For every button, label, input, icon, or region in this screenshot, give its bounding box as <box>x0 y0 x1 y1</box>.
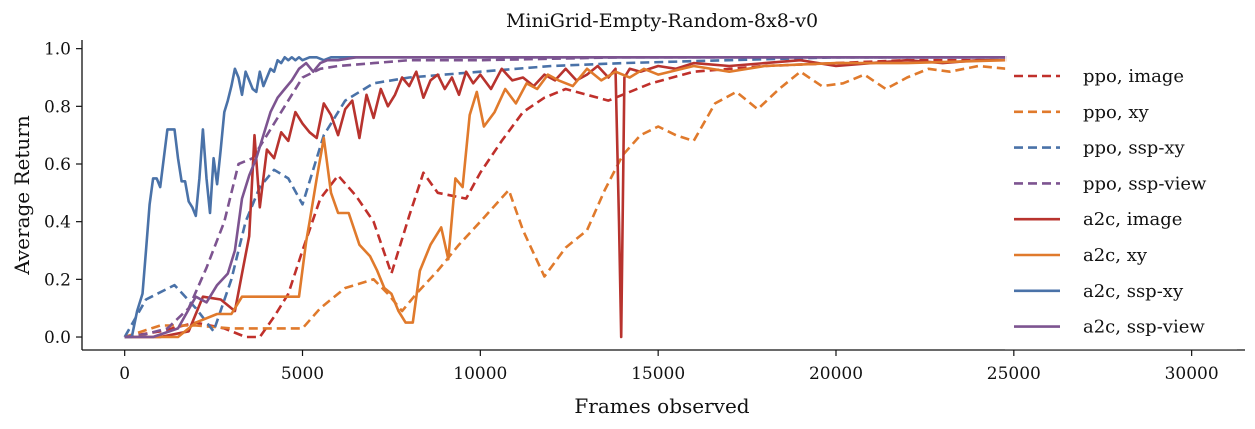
x-tick-label: 25000 <box>987 364 1041 384</box>
legend-label-a2c-ssp-view: a2c, ssp-view <box>1083 317 1205 338</box>
x-tick-label: 10000 <box>453 364 507 384</box>
legend-label-a2c-xy: a2c, xy <box>1083 245 1148 266</box>
legend-box <box>1005 55 1237 350</box>
x-tick-label: 15000 <box>631 364 685 384</box>
legend-label-ppo-ssp-view: ppo, ssp-view <box>1083 173 1207 194</box>
x-tick-label: 0 <box>119 364 130 384</box>
x-tick-label: 5000 <box>281 364 324 384</box>
series-line-ppo-ssp-xy <box>123 56 1007 338</box>
legend-label-ppo-image: ppo, image <box>1083 66 1184 87</box>
series-line-a2c-xy <box>124 58 1007 339</box>
y-tick-label: 1.0 <box>44 40 71 60</box>
series-line-ppo-xy <box>124 64 1007 339</box>
y-tick-label: 0.4 <box>44 213 71 233</box>
legend-label-ppo-xy: ppo, xy <box>1083 102 1149 123</box>
y-axis-title: Average Return <box>10 115 34 276</box>
legend-label-a2c-ssp-xy: a2c, ssp-xy <box>1083 281 1184 302</box>
y-tick-label: 0.8 <box>44 97 71 117</box>
y-tick-label: 0.6 <box>44 155 71 175</box>
legend-label-a2c-image: a2c, image <box>1083 209 1182 230</box>
x-tick-label: 20000 <box>809 364 863 384</box>
x-axis: 0 5000 10000 15000 20000 25000 30000 <box>82 349 1245 384</box>
x-tick-label: 30000 <box>1165 364 1219 384</box>
y-axis: 0.0 0.2 0.4 0.6 0.8 1.0 <box>44 40 83 350</box>
series-line-a2c-ssp-xy <box>124 56 1007 339</box>
chart-title: MiniGrid-Empty-Random-8x8-v0 <box>506 10 818 32</box>
series-line-ppo-image <box>124 58 1007 339</box>
legend-label-ppo-ssp-xy: ppo, ssp-xy <box>1083 138 1186 159</box>
x-axis-title: Frames observed <box>574 394 749 418</box>
series-line-a2c-ssp-view <box>124 56 1007 339</box>
y-tick-label: 0.2 <box>44 270 71 290</box>
legend: ppo, image ppo, xy ppo, ssp-xy ppo, ssp-vie… <box>1005 55 1237 350</box>
plot-lines <box>123 56 1007 339</box>
y-tick-label: 0.0 <box>44 328 71 348</box>
series-line-ppo-ssp-view <box>124 56 1007 339</box>
